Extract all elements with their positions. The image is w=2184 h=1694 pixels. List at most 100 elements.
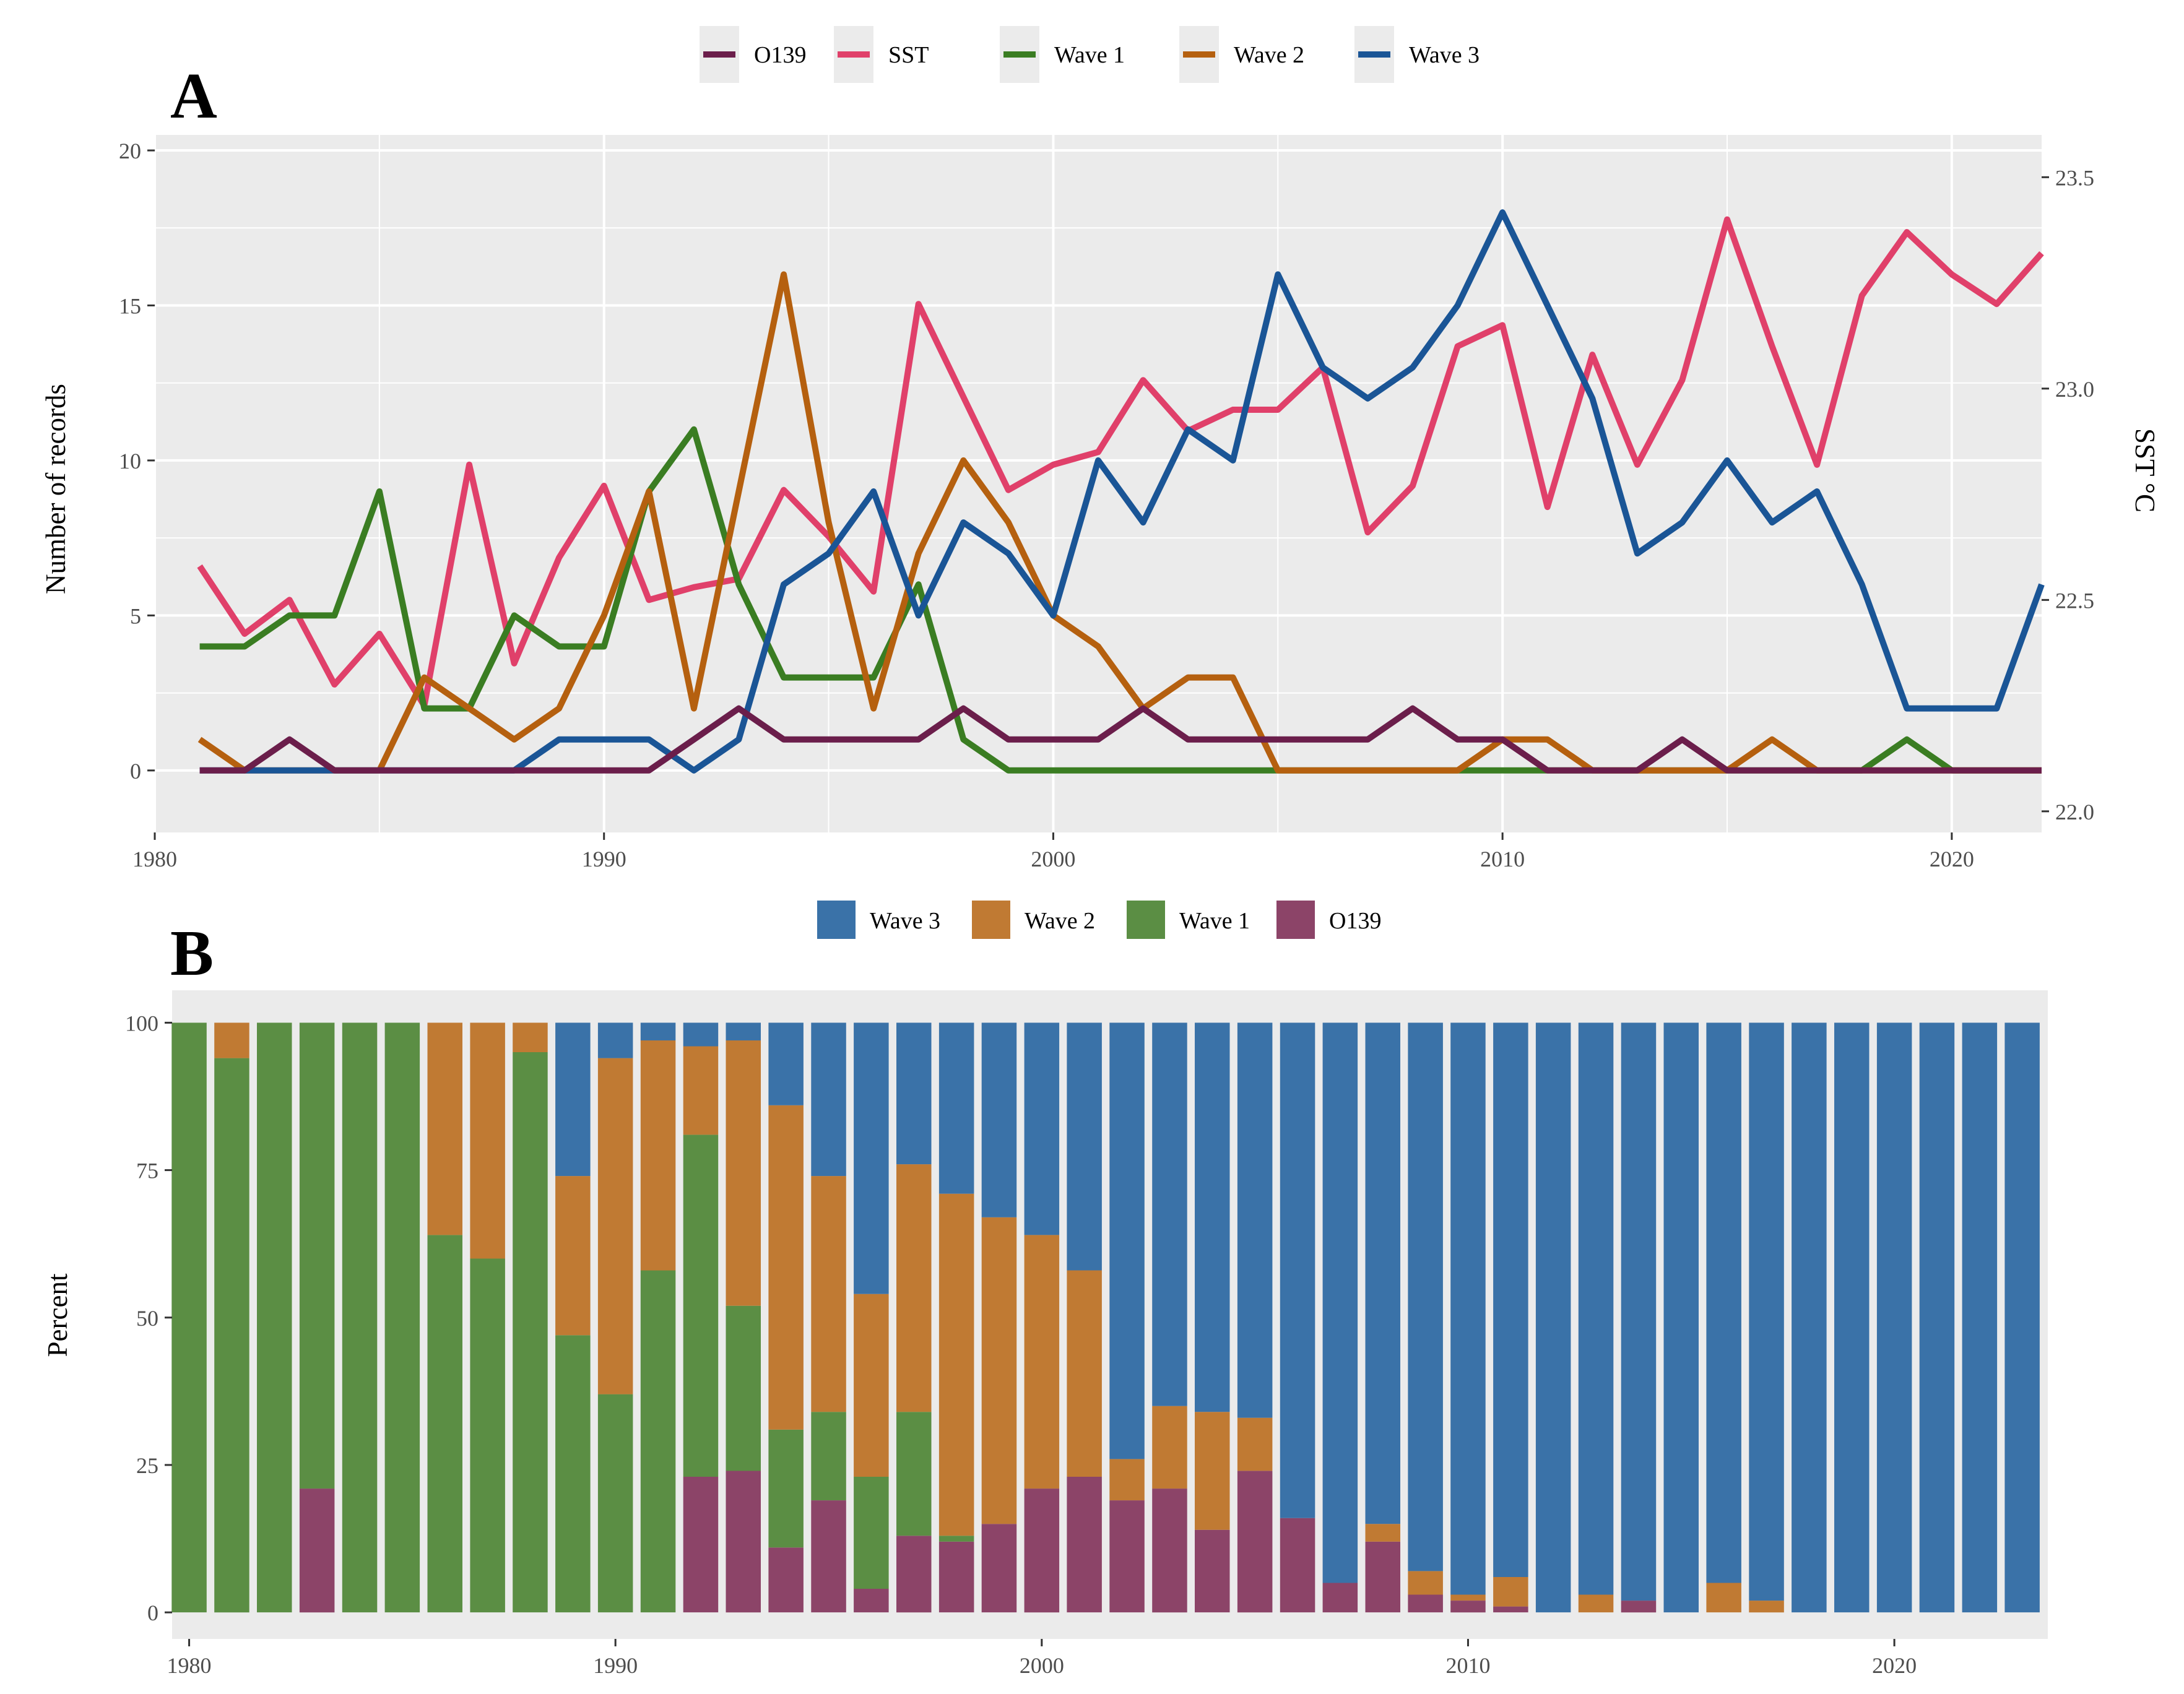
bar-segment-wave-3 — [1152, 1022, 1187, 1406]
bar-segment-o139 — [1621, 1601, 1657, 1613]
bar-2005 — [1237, 1022, 1273, 1613]
bar-segment-wave-2 — [427, 1022, 462, 1235]
panel-a-axes: 1980 1990 2000 2010 2020 0 5 10 15 20 22.0 22.5 23.0… — [119, 139, 2094, 871]
legend-label-wave-3: Wave 3 — [1409, 42, 1480, 68]
bar-segment-o139 — [1365, 1541, 1400, 1613]
bar-segment-o139 — [1067, 1477, 1102, 1613]
bar-segment-o139 — [854, 1589, 889, 1613]
bar-2010 — [1450, 1022, 1486, 1613]
bar-1983 — [299, 1022, 335, 1613]
bar-segment-o139 — [811, 1500, 846, 1613]
panel-b: B Wave 3 Wave 2 Wave 1 O139 1980 1990 2000 201… — [42, 901, 2048, 1678]
bar-segment-wave-3 — [1109, 1022, 1145, 1459]
bar-2002 — [1109, 1022, 1145, 1613]
bar-segment-wave-3 — [1663, 1022, 1699, 1613]
bar-2014 — [1621, 1022, 1657, 1613]
bar-2016 — [1706, 1022, 1741, 1613]
bar-1980 — [171, 1022, 207, 1613]
bar-segment-wave-3 — [854, 1022, 889, 1294]
bar-segment-wave-3 — [1067, 1022, 1102, 1271]
bar-1994 — [768, 1022, 804, 1613]
bar-segment-wave-1 — [938, 1536, 974, 1542]
bar-segment-wave-3 — [1834, 1022, 1870, 1613]
bar-segment-wave-1 — [854, 1477, 889, 1589]
bar-segment-wave-2 — [513, 1022, 548, 1052]
bar-2012 — [1535, 1022, 1571, 1613]
bar-segment-o139 — [1450, 1601, 1486, 1613]
bar-segment-wave-2 — [1109, 1459, 1145, 1501]
bar-segment-wave-2 — [1493, 1577, 1528, 1607]
bar-segment-wave-1 — [171, 1022, 207, 1613]
bar-segment-wave-2 — [1578, 1594, 1614, 1613]
bar-segment-wave-3 — [1706, 1022, 1741, 1583]
legend-label-sst: SST — [888, 42, 929, 68]
bar-1988 — [513, 1022, 548, 1613]
y-tick-label: 75 — [136, 1159, 158, 1183]
bar-segment-wave-2 — [555, 1176, 591, 1336]
legend-key-swatch — [1127, 901, 1165, 939]
legend-label-wave-1: Wave 1 — [1179, 908, 1250, 934]
x-tick-label: 2000 — [1031, 847, 1075, 871]
bar-segment-wave-2 — [1749, 1601, 1784, 1613]
bar-1985 — [384, 1022, 420, 1613]
bar-segment-wave-2 — [1408, 1571, 1443, 1595]
legend-key-swatch — [1276, 901, 1315, 939]
bar-segment-wave-2 — [811, 1176, 846, 1412]
x-tick-label: 2010 — [1480, 847, 1525, 871]
bar-segment-wave-3 — [1876, 1022, 1912, 1613]
legend-item-wave-2: Wave 2 — [972, 901, 1095, 939]
bar-segment-o139 — [683, 1477, 719, 1613]
bar-segment-wave-3 — [768, 1022, 804, 1105]
bar-2007 — [1322, 1022, 1358, 1613]
bar-2018 — [1792, 1022, 1827, 1613]
x-tick-label: 1990 — [593, 1653, 638, 1678]
bar-segment-wave-1 — [427, 1235, 462, 1613]
bar-segment-wave-3 — [1919, 1022, 1955, 1613]
y-tick-label: 50 — [136, 1306, 158, 1331]
legend-label-wave-1: Wave 1 — [1054, 42, 1125, 68]
bar-2022 — [1962, 1022, 1998, 1613]
bar-segment-o139 — [1152, 1489, 1187, 1613]
y2-tick-label: 23.0 — [2055, 377, 2094, 402]
bar-segment-wave-3 — [896, 1022, 932, 1165]
bar-1993 — [726, 1022, 761, 1613]
bar-1998 — [938, 1022, 974, 1613]
bar-segment-wave-3 — [597, 1022, 633, 1058]
bar-segment-wave-3 — [683, 1022, 719, 1047]
legend-key-swatch — [972, 901, 1010, 939]
bar-segment-wave-1 — [214, 1058, 249, 1613]
bar-segment-wave-3 — [1195, 1022, 1230, 1412]
bar-1990 — [597, 1022, 633, 1613]
bar-segment-wave-1 — [726, 1305, 761, 1471]
y-tick-label: 0 — [147, 1601, 158, 1625]
panel-a: A O139 SST Wave 1 Wave 2 Wave 3 1980 1990 2000… — [40, 26, 2160, 871]
bar-1987 — [470, 1022, 505, 1613]
panel-a-y2-axis-title: SST °C — [2130, 428, 2160, 512]
x-tick-label: 2020 — [1930, 847, 1974, 871]
panel-b-letter: B — [170, 917, 214, 989]
bar-segment-o139 — [1493, 1606, 1528, 1613]
bar-segment-wave-2 — [1067, 1270, 1102, 1477]
bar-2021 — [1919, 1022, 1955, 1613]
bar-2019 — [1834, 1022, 1870, 1613]
panel-a-background — [155, 135, 2042, 832]
bar-segment-wave-1 — [513, 1052, 548, 1613]
bar-segment-o139 — [1322, 1583, 1358, 1613]
legend-label-wave-2: Wave 2 — [1234, 42, 1304, 68]
bar-1989 — [555, 1022, 591, 1613]
bar-segment-wave-3 — [1749, 1022, 1784, 1601]
bar-segment-wave-2 — [854, 1294, 889, 1477]
bar-segment-wave-1 — [384, 1022, 420, 1613]
panel-b-axes: 1980 1990 2000 2010 2020 0 25 50 75 100 — [125, 1011, 1917, 1678]
bar-2009 — [1408, 1022, 1443, 1613]
bar-segment-wave-3 — [640, 1022, 676, 1040]
bar-segment-wave-2 — [683, 1046, 719, 1135]
panel-a-legend: O139 SST Wave 1 Wave 2 Wave 3 — [700, 26, 1480, 83]
x-tick-label: 2020 — [1872, 1653, 1917, 1678]
x-tick-label: 1980 — [132, 847, 177, 871]
bar-segment-wave-1 — [257, 1022, 292, 1613]
bar-1982 — [257, 1022, 292, 1613]
bar-segment-wave-3 — [1024, 1022, 1060, 1235]
bar-segment-wave-3 — [811, 1022, 846, 1177]
legend-item-sst: SST — [834, 26, 929, 83]
